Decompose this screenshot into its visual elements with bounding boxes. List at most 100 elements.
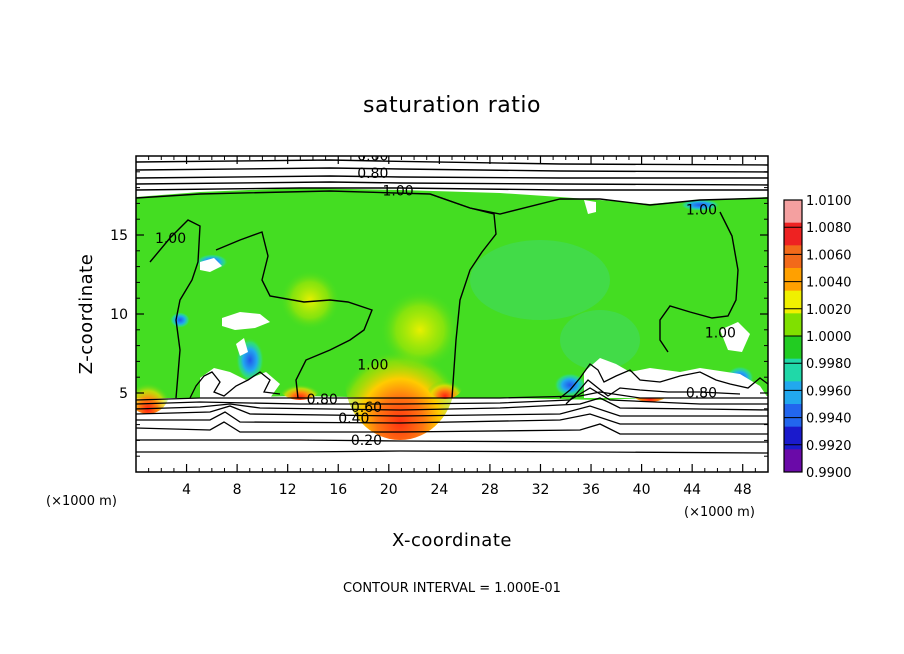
warm-blob-2: [427, 371, 463, 399]
colorbar-label: 0.9960: [806, 384, 852, 399]
colorbar-label: 1.0000: [806, 330, 852, 345]
contour-upper-5: [136, 187, 768, 191]
contour-label-group: 0.600.801.001.001.001.001.000.80 0.600.40…: [155, 149, 736, 449]
x-tick-label: 24: [430, 482, 448, 498]
dry-patch-2: [200, 258, 222, 272]
colorbar-swatch: [784, 200, 802, 224]
cool-haze-2: [560, 310, 640, 370]
colorbar-label: 1.0040: [806, 276, 852, 291]
contour-saturation-mid: [215, 231, 373, 399]
colorbar-label: 0.9920: [806, 439, 852, 454]
colorbar-swatch: [784, 404, 802, 428]
colorbar-label: 1.0080: [806, 221, 852, 236]
colorbar-swatch: [784, 381, 802, 405]
x-tick-label: 28: [481, 482, 499, 498]
contour-terrain-right-2: [565, 379, 741, 405]
dry-patch-4: [584, 358, 768, 398]
colorbar-label: 1.0100: [806, 194, 852, 209]
contour-saturation-center: [429, 193, 497, 399]
warm-blob-left: [136, 366, 170, 414]
contour-label: 0.80: [307, 392, 338, 408]
x-tick-label: 8: [233, 482, 242, 498]
contour-saturation-left: [149, 219, 201, 399]
contour-terrain-left: [189, 371, 281, 399]
contour-label: 0.80: [686, 386, 717, 402]
colorbar-swatch: [784, 245, 802, 269]
contour-low-6: [136, 421, 768, 435]
colorbar-swatch: [784, 222, 802, 246]
colorbar-label: 0.9940: [806, 412, 852, 427]
x-tick-label: 12: [279, 482, 297, 498]
cool-blob-4: [680, 199, 720, 211]
colorbar-swatch: [784, 426, 802, 450]
contour-upper-2: [136, 167, 768, 173]
cool-blob-5: [170, 312, 190, 328]
x-axis: 4 8 12 16 20 24 28 32 36 40 44 48: [148, 156, 756, 498]
contour-upper-4: [136, 181, 768, 186]
x-tick-label: 40: [633, 482, 651, 498]
x-tick-label: 36: [582, 482, 600, 498]
contour-upper-1: [136, 159, 768, 166]
contour-low-5: [136, 411, 768, 425]
cool-haze-1: [470, 240, 610, 320]
contour-label: 1.00: [705, 326, 736, 342]
contour-label: 0.60: [351, 400, 382, 416]
warm-blob-mid: [280, 376, 320, 400]
contour-label: 0.80: [357, 166, 388, 182]
x-unit-label-right: (×1000 m): [684, 505, 755, 520]
contour-lines: [136, 159, 768, 399]
y-tick-label: 10: [110, 307, 128, 323]
plot-area: 0.600.801.001.001.001.001.000.80 0.600.40…: [136, 149, 768, 472]
x-tick-label: 4: [182, 482, 191, 498]
contour-label: 0.60: [357, 149, 388, 165]
x-tick-label: 16: [329, 482, 347, 498]
contour-label: 1.00: [382, 184, 413, 200]
colorbar-label: 1.0060: [806, 248, 852, 263]
colorbar-swatch: [784, 336, 802, 360]
contour-low-7: [136, 439, 768, 443]
contour-label: 0.40: [338, 411, 369, 427]
y-axis: 5 10 15: [110, 171, 768, 457]
y-tick-label: 5: [119, 386, 128, 402]
x-tick-label: 32: [532, 482, 550, 498]
y-tick-label: 15: [110, 228, 128, 244]
colorbar-label: 1.0020: [806, 303, 852, 318]
x-axis-title: X-coordinate: [392, 530, 512, 551]
contour-saturation-top: [136, 190, 768, 215]
yellow-blob-2: [380, 290, 460, 370]
colorbar-label: 0.9980: [806, 357, 852, 372]
y-axis-title: Z-coordinate: [76, 254, 97, 375]
contour-upper-3: [136, 175, 768, 179]
colorbar-swatch: [784, 290, 802, 314]
x-tick-label: 44: [683, 482, 701, 498]
colorbar-swatch: [784, 449, 802, 473]
chart-title: saturation ratio: [363, 93, 541, 118]
contour-low-2: [136, 387, 768, 405]
x-tick-label: 20: [380, 482, 398, 498]
contour-low-1: [136, 391, 768, 401]
contour-low-8: [136, 450, 768, 454]
contour-low-4: [136, 405, 768, 417]
dry-patch-1: [222, 312, 270, 330]
colorbar-swatch: [784, 358, 802, 382]
colorbar: 1.0100 1.0080 1.0060 1.0040 1.0020 1.0000 0.99…: [783, 194, 852, 481]
contour-interval-note: CONTOUR INTERVAL = 1.000E-01: [343, 581, 561, 596]
contour-saturation-right: [659, 211, 739, 353]
contour-low-3: [136, 397, 768, 411]
contour-label: 1.00: [686, 202, 717, 218]
x-tick-label: 48: [734, 482, 752, 498]
dry-patch-6: [584, 200, 596, 214]
saturated-region: [136, 188, 768, 400]
contour-label: 1.00: [357, 357, 388, 373]
yellow-blob-1: [280, 270, 340, 330]
colorbar-swatch: [784, 268, 802, 292]
contour-terrain-right: [559, 363, 768, 399]
colorbar-swatch: [784, 313, 802, 337]
colorbar-label: 0.9900: [806, 466, 852, 481]
contour-label: 0.20: [351, 433, 382, 449]
dry-patch-3: [200, 368, 280, 398]
contour-label: 1.00: [155, 231, 186, 247]
dry-patch-5: [720, 322, 750, 352]
x-unit-label-left: (×1000 m): [46, 494, 117, 509]
